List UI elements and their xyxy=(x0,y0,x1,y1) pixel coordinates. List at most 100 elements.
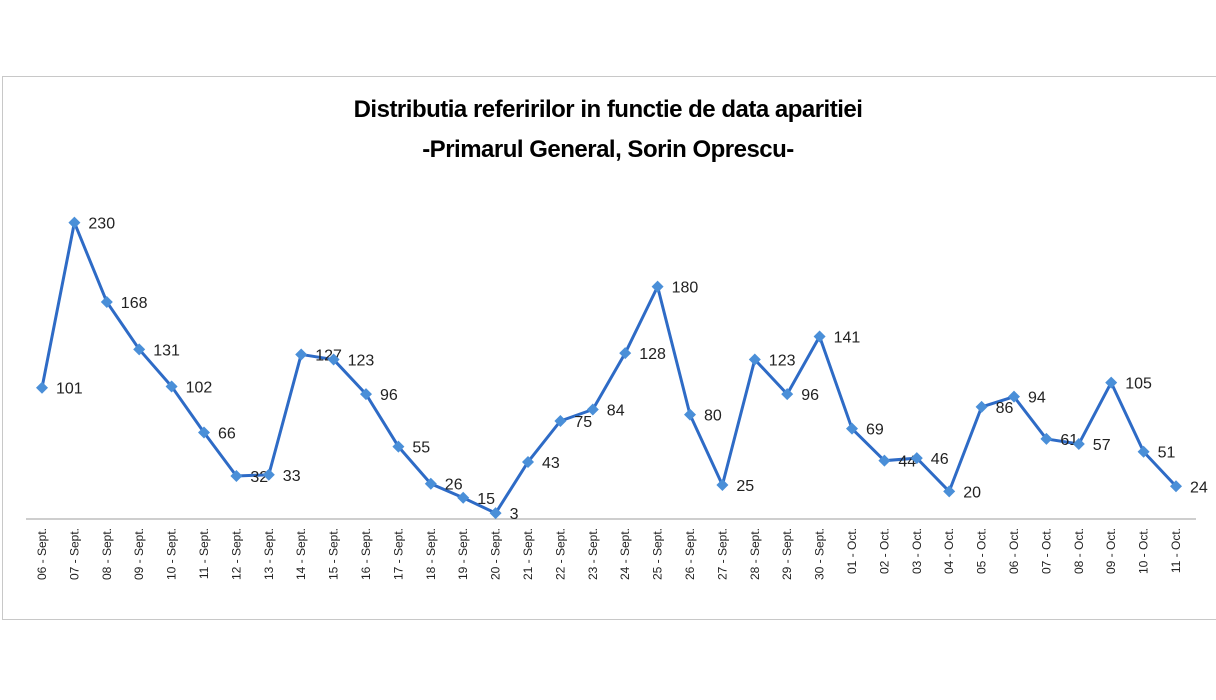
data-label: 131 xyxy=(153,342,180,359)
data-point-marker xyxy=(781,388,794,401)
data-point-marker xyxy=(295,348,308,361)
data-point-marker xyxy=(522,455,534,468)
data-point-marker xyxy=(716,479,729,491)
data-point-marker xyxy=(1137,445,1150,458)
data-label: 20 xyxy=(963,484,981,501)
data-point-marker xyxy=(165,380,178,393)
x-tick-label: 18 - Sept. xyxy=(424,528,438,580)
data-point-marker xyxy=(36,381,48,394)
x-tick-label: 04 - Oct. xyxy=(942,528,956,574)
data-label: 75 xyxy=(574,414,592,431)
data-point-marker xyxy=(910,452,923,465)
x-tick-label: 20 - Sept. xyxy=(489,528,503,580)
chart-frame xyxy=(2,76,1216,620)
x-tick-label: 01 - Oct. xyxy=(845,528,859,574)
x-tick-label: 19 - Sept. xyxy=(456,528,470,580)
data-label: 43 xyxy=(542,455,560,472)
x-tick-label: 17 - Sept. xyxy=(391,528,405,580)
data-label: 3 xyxy=(510,506,519,523)
data-point-marker xyxy=(1040,432,1053,445)
x-tick-label: 16 - Sept. xyxy=(359,528,373,580)
data-label: 46 xyxy=(931,451,949,468)
data-label: 123 xyxy=(769,353,796,370)
data-label: 84 xyxy=(607,402,625,419)
x-tick-label: 08 - Sept. xyxy=(100,528,114,580)
data-label: 26 xyxy=(445,477,463,494)
x-tick-label: 06 - Oct. xyxy=(1007,528,1021,574)
data-point-marker xyxy=(651,280,664,293)
data-label: 96 xyxy=(380,387,398,404)
data-point-marker xyxy=(392,440,405,453)
x-tick-label: 09 - Sept. xyxy=(132,528,146,580)
x-tick-label: 05 - Oct. xyxy=(975,528,989,574)
data-label: 96 xyxy=(801,387,819,404)
x-tick-label: 21 - Sept. xyxy=(521,528,535,580)
data-point-marker xyxy=(586,403,599,416)
x-tick-label: 07 - Oct. xyxy=(1039,528,1053,574)
data-point-marker xyxy=(1170,480,1182,493)
data-point-marker xyxy=(1105,376,1118,389)
x-tick-label: 03 - Oct. xyxy=(910,528,924,574)
x-tick-label: 07 - Sept. xyxy=(67,528,81,580)
data-label: 105 xyxy=(1125,376,1152,393)
data-point-marker xyxy=(327,353,340,366)
data-point-marker xyxy=(360,388,372,401)
x-tick-label: 11 - Oct. xyxy=(1169,528,1183,573)
x-tick-label: 27 - Sept. xyxy=(715,528,729,580)
data-label: 86 xyxy=(996,400,1014,417)
x-tick-label: 24 - Sept. xyxy=(618,528,632,580)
data-point-marker xyxy=(878,454,891,467)
data-label: 69 xyxy=(866,422,884,439)
data-point-marker xyxy=(975,400,988,413)
data-label: 94 xyxy=(1028,390,1046,407)
data-label: 25 xyxy=(736,478,754,495)
data-point-marker xyxy=(748,353,761,366)
data-point-marker xyxy=(424,477,437,490)
data-label: 55 xyxy=(412,440,430,457)
data-label: 51 xyxy=(1158,445,1176,462)
x-tick-label: 29 - Sept. xyxy=(780,528,794,580)
x-tick-label: 09 - Oct. xyxy=(1104,528,1118,574)
data-label: 123 xyxy=(348,353,375,370)
data-point-marker xyxy=(198,426,210,439)
data-label: 32 xyxy=(250,469,268,486)
data-label: 24 xyxy=(1190,479,1208,496)
data-point-marker xyxy=(133,343,146,356)
data-point-marker xyxy=(68,216,81,229)
data-label: 230 xyxy=(88,216,115,233)
x-tick-label: 15 - Sept. xyxy=(327,528,341,580)
data-label: 80 xyxy=(704,408,722,425)
data-label: 101 xyxy=(56,381,83,398)
data-label: 102 xyxy=(186,379,213,396)
chart-subtitle: -Primarul General, Sorin Oprescu- xyxy=(422,136,794,163)
x-tick-label: 06 - Sept. xyxy=(35,528,49,580)
x-tick-label: 12 - Sept. xyxy=(229,528,243,580)
data-point-marker xyxy=(489,507,502,520)
data-label: 66 xyxy=(218,426,236,443)
x-tick-label: 26 - Sept. xyxy=(683,528,697,580)
data-label: 180 xyxy=(672,280,699,297)
data-point-marker xyxy=(1072,438,1085,451)
data-label: 141 xyxy=(834,330,861,347)
data-label: 168 xyxy=(121,295,148,312)
data-point-marker xyxy=(262,468,275,481)
series-line xyxy=(40,221,1178,515)
data-point-marker xyxy=(619,347,632,360)
data-point-marker xyxy=(943,485,956,498)
x-tick-label: 30 - Sept. xyxy=(813,528,827,580)
x-tick-label: 08 - Oct. xyxy=(1072,528,1086,574)
data-point-marker xyxy=(457,491,470,504)
data-label: 57 xyxy=(1093,437,1111,454)
data-point-marker xyxy=(813,330,826,343)
chart-title: Distributia referirilor in functie de da… xyxy=(353,96,863,123)
x-tick-label: 25 - Sept. xyxy=(651,528,665,580)
x-tick-label: 10 - Sept. xyxy=(165,528,179,580)
data-label: 33 xyxy=(283,468,301,485)
data-point-marker xyxy=(230,470,243,483)
data-label: 127 xyxy=(315,347,342,364)
data-label: 128 xyxy=(639,346,666,363)
data-label: 15 xyxy=(477,491,495,508)
x-tick-label: 11 - Sept. xyxy=(197,528,211,579)
x-tick-label: 13 - Sept. xyxy=(262,528,276,580)
